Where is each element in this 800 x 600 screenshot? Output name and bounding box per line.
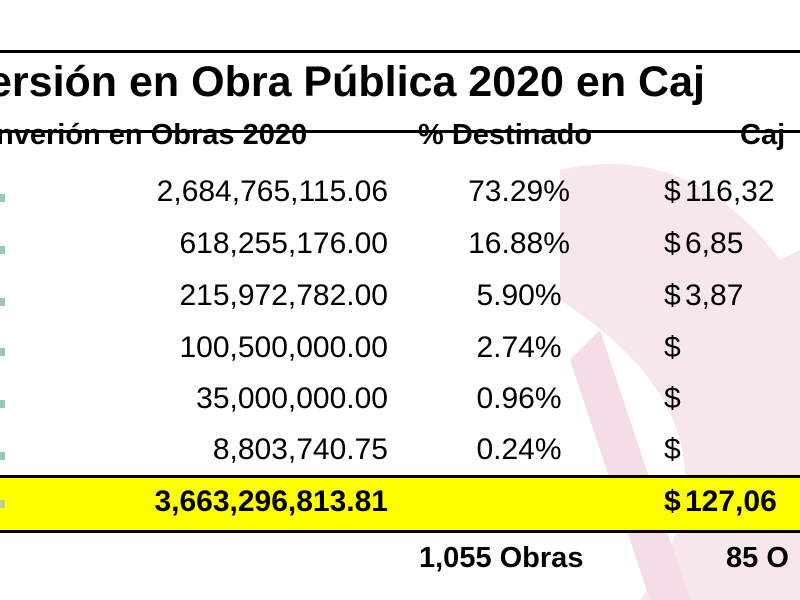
header-cajeme: Caj [740,119,786,151]
inversion-amount: 2,684,765,115.06 [156,175,388,208]
inversion-amount: 215,972,782.00 [179,279,388,312]
dollar-sign: $ [664,279,681,312]
percent-destinado: 73.29% [468,175,570,208]
total-row [0,475,800,533]
cajeme-amount: 116,32 [685,175,775,208]
percent-destinado: 5.90% [476,279,562,312]
row-marker [0,246,5,254]
cajeme-amount: 6,85 [685,227,744,260]
row-marker [0,194,5,202]
inversion-amount: 100,500,000.00 [179,331,388,364]
header-destinado: % Destinado [418,119,593,151]
row-marker [0,500,5,508]
row-marker [0,400,5,408]
dollar-sign: $ [664,331,681,364]
title-frame [0,50,800,133]
cajeme-amount: 3,87 [685,279,744,312]
percent-destinado: 16.88% [468,227,570,260]
inversion-amount: 35,000,000.00 [196,382,388,415]
total-dollar-sign: $ [664,485,681,518]
header-inversion: nverión en Obras 2020 [0,119,308,151]
dollar-sign: $ [664,227,681,260]
inversion-amount: 618,255,176.00 [179,227,388,260]
inversion-amount: 8,803,740.75 [212,433,388,466]
percent-destinado: 2.74% [476,331,562,364]
dollar-sign: $ [664,175,681,208]
obras-total-count: 1,055 Obras [419,542,584,574]
total-cajeme-amount: 127,06 [685,485,777,518]
percent-destinado: 0.24% [476,433,562,466]
row-marker [0,452,5,460]
row-marker [0,348,5,356]
total-amount: 3,663,296,813.81 [154,485,388,518]
dollar-sign: $ [664,382,681,415]
obras-cajeme-count: 85 O [726,542,789,574]
row-marker [0,298,5,306]
table-title: ersión en Obra Pública 2020 en Caj [0,58,705,106]
dollar-sign: $ [664,433,681,466]
percent-destinado: 0.96% [476,382,562,415]
